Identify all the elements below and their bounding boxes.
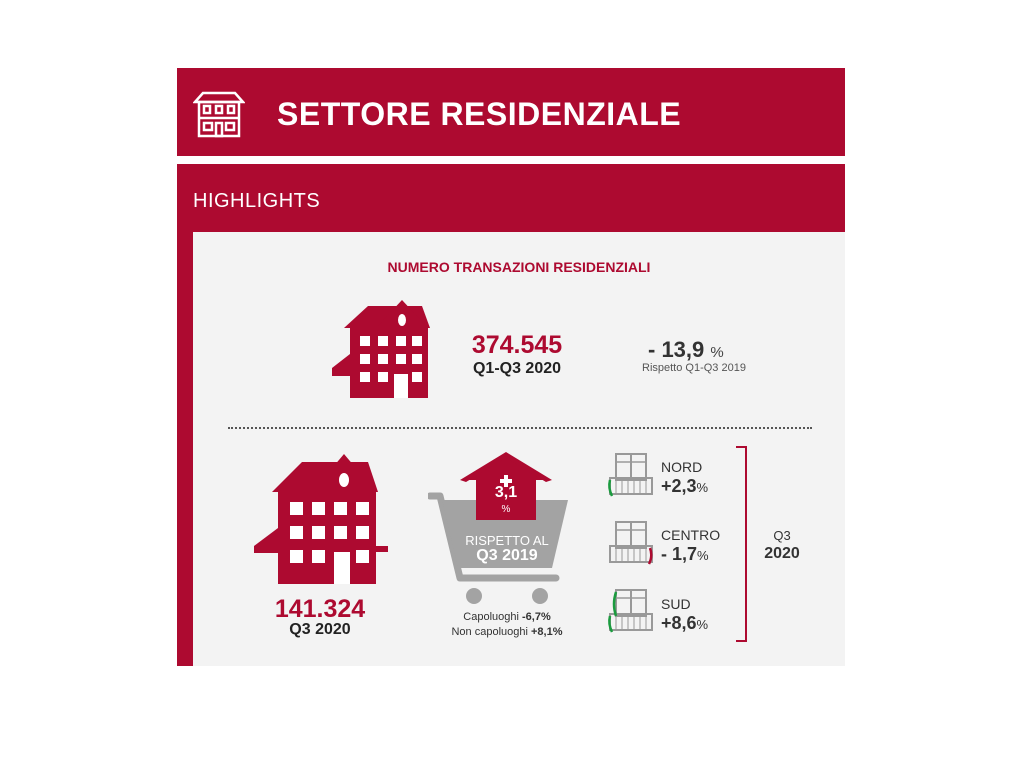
capoluoghi-value: -6,7% <box>521 611 551 623</box>
region-south-name: SUD <box>661 596 691 612</box>
capoluoghi-line: Capoluoghi -6,7% <box>436 611 578 623</box>
non-capoluoghi-label: Non capoluoghi <box>451 626 528 638</box>
region-center-name: CENTRO <box>661 527 721 543</box>
non-capoluoghi-value: +8,1% <box>531 626 563 638</box>
balcony-window-center-icon <box>609 521 653 565</box>
annual-change-value: - 13,9 <box>648 337 705 362</box>
apartment-building-icon <box>332 300 430 398</box>
annual-period: Q1-Q3 2020 <box>472 360 562 377</box>
non-capoluoghi-line: Non capoluoghi +8,1% <box>432 626 582 638</box>
region-center-value: - 1,7 <box>661 544 698 564</box>
shopping-cart-icon <box>428 492 568 604</box>
region-north-value: +2,3 <box>661 476 697 496</box>
residential-building-icon <box>193 91 245 138</box>
quarterly-comparison-line1: RISPETTO AL <box>465 533 549 548</box>
header-band: SETTORE RESIDENZIALE <box>177 68 845 156</box>
annual-comparison: Rispetto Q1-Q3 2019 <box>642 362 746 374</box>
content-panel <box>193 232 845 666</box>
quarterly-change-value: 3,1 <box>494 484 518 501</box>
annual-transactions-value: 374.545 <box>471 331 563 359</box>
capoluoghi-label: Capoluoghi <box>463 611 519 623</box>
highlights-band: HIGHLIGHTS <box>177 164 845 232</box>
region-south-value: +8,6 <box>661 613 697 633</box>
highlights-label: HIGHLIGHTS <box>193 190 321 212</box>
quarterly-comparison-line2: Q3 2019 <box>476 547 538 564</box>
annual-change: - 13,9 % <box>648 337 724 363</box>
bracket-label-year: 2020 <box>764 545 800 562</box>
page-title: SETTORE RESIDENZIALE <box>277 96 682 132</box>
region-south-unit: % <box>696 617 709 632</box>
region-north-name: NORD <box>661 459 703 475</box>
dotted-divider <box>228 427 812 429</box>
region-south-change: +8,6% <box>661 613 708 634</box>
balcony-window-south-icon <box>608 589 653 633</box>
quarterly-transactions-value: 141.324 <box>274 595 366 623</box>
balcony-window-north-icon <box>608 453 653 497</box>
region-center-change: - 1,7% <box>661 544 709 565</box>
plus-icon <box>500 475 512 487</box>
left-accent-strip <box>177 232 193 666</box>
region-north-change: +2,3% <box>661 476 708 497</box>
region-north-unit: % <box>696 480 709 495</box>
bracket-label-quarter: Q3 <box>773 528 791 543</box>
region-center-unit: % <box>697 548 709 563</box>
house-icon <box>460 452 552 520</box>
section-title: NUMERO TRANSAZIONI RESIDENZIALI <box>387 259 651 275</box>
annual-change-unit: % <box>710 344 724 361</box>
quarterly-period: Q3 2020 <box>289 621 351 638</box>
region-bracket <box>736 446 747 642</box>
quarterly-change-unit: % <box>501 504 511 515</box>
apartment-building-q3-icon <box>254 454 388 584</box>
